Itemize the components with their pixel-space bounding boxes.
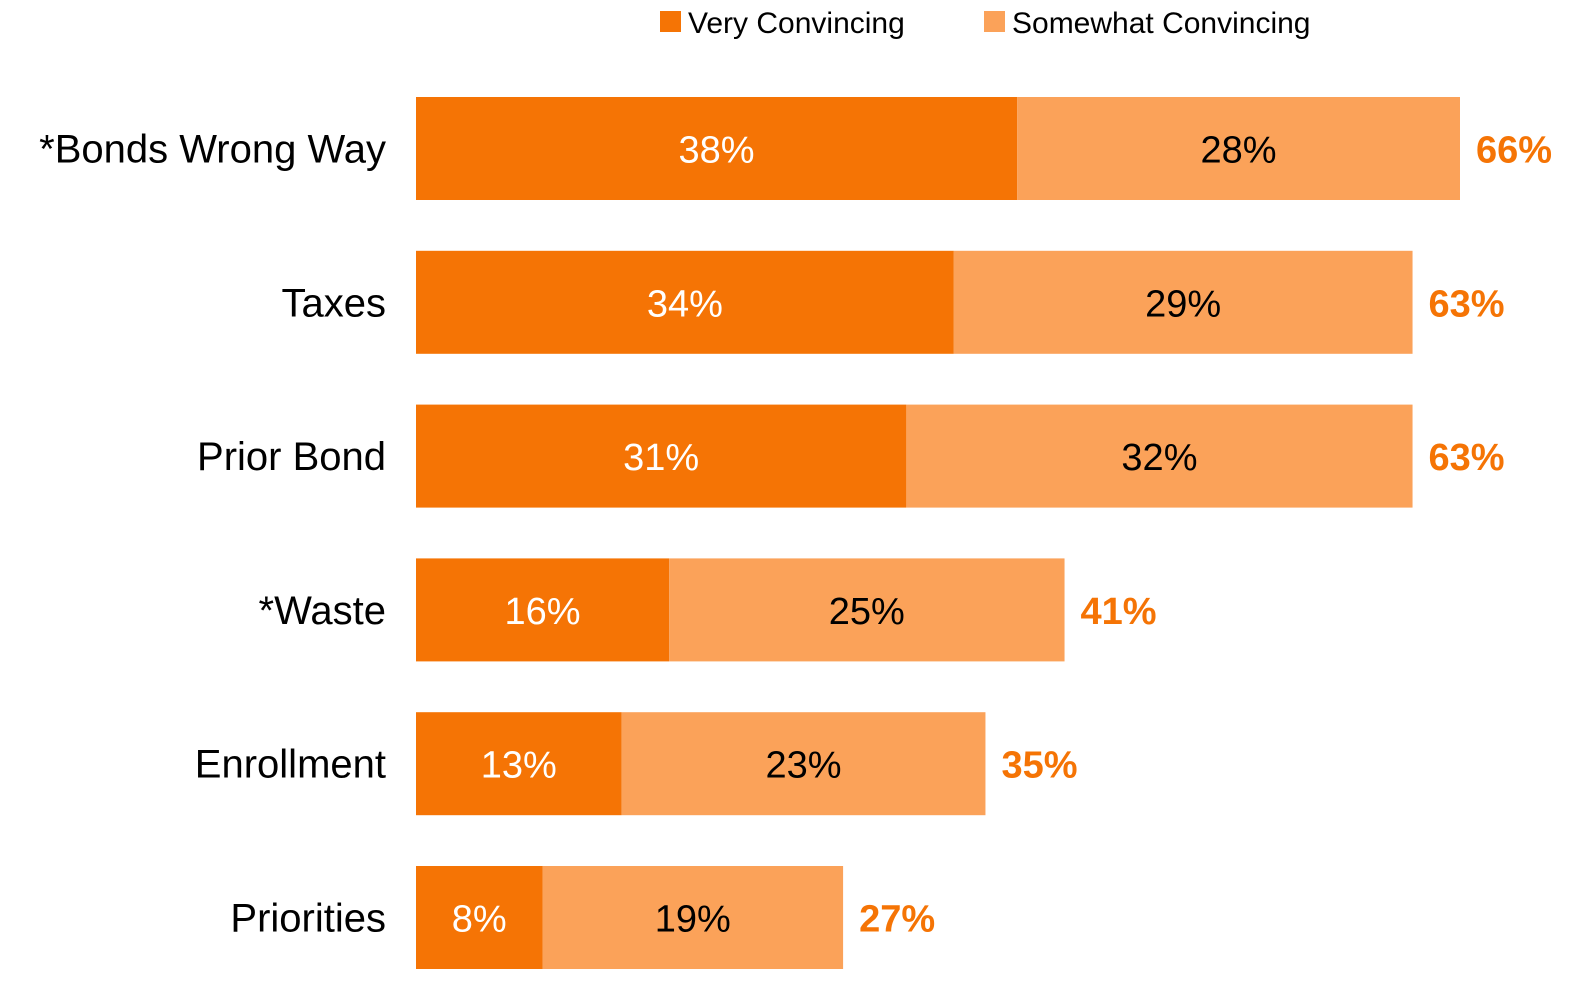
total-label: 63%: [1429, 437, 1505, 479]
data-label-somewhat-convincing: 23%: [766, 745, 842, 787]
data-label-very-convincing: 31%: [623, 437, 699, 479]
category-label: Taxes: [282, 281, 387, 325]
data-label-somewhat-convincing: 19%: [655, 899, 731, 941]
total-label: 35%: [1001, 745, 1077, 787]
total-label: 27%: [859, 899, 935, 941]
data-label-somewhat-convincing: 28%: [1201, 130, 1277, 172]
category-label: *Bonds Wrong Way: [39, 128, 386, 172]
data-label-very-convincing: 16%: [505, 591, 581, 633]
legend-swatch-very-convincing: [660, 11, 681, 32]
bar-segment-very-convincing: [416, 866, 543, 969]
bar-segment-somewhat-convincing: [621, 712, 986, 816]
bar-segment-very-convincing: [416, 404, 907, 508]
total-label: 41%: [1081, 591, 1157, 633]
bar-segment-very-convincing: [416, 558, 670, 662]
bar-segment-somewhat-convincing: [906, 404, 1413, 508]
bar-segment-somewhat-convincing: [542, 866, 844, 969]
data-label-very-convincing: 38%: [679, 130, 755, 172]
legend-swatch-somewhat-convincing: [984, 11, 1005, 32]
legend-label-very-convincing: Very Convincing: [688, 7, 905, 40]
total-label: 66%: [1476, 130, 1552, 172]
bar-segment-very-convincing: [416, 712, 622, 816]
data-label-very-convincing: 13%: [481, 745, 557, 787]
category-label: Enrollment: [195, 743, 386, 787]
bar-segment-somewhat-convincing: [669, 558, 1065, 662]
data-label-somewhat-convincing: 32%: [1121, 437, 1197, 479]
data-label-somewhat-convincing: 29%: [1145, 283, 1221, 325]
data-label-very-convincing: 34%: [647, 283, 723, 325]
bar-segment-very-convincing: [416, 250, 954, 354]
category-label: *Waste: [259, 589, 386, 633]
bar-segment-somewhat-convincing: [1017, 97, 1460, 200]
category-label: Prior Bond: [197, 435, 386, 479]
data-label-very-convincing: 8%: [452, 899, 507, 941]
data-label-somewhat-convincing: 25%: [829, 591, 905, 633]
bar-segment-very-convincing: [416, 97, 1018, 200]
bar-segment-somewhat-convincing: [953, 250, 1413, 354]
category-label: Priorities: [230, 897, 386, 941]
total-label: 63%: [1429, 283, 1505, 325]
legend-label-somewhat-convincing: Somewhat Convincing: [1012, 7, 1311, 40]
